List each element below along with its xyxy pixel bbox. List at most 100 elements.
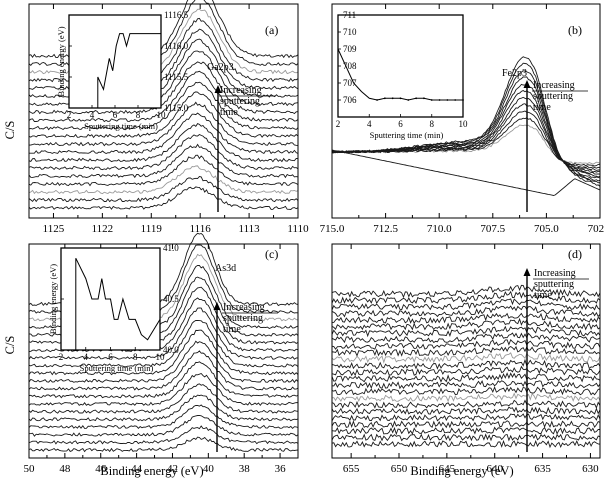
panel-3: 655 650 645 640 635 630 (d) Increasingsputterin… <box>331 243 601 475</box>
plot-frame <box>28 3 299 219</box>
inset-x-tick-label: 2 <box>59 352 64 362</box>
annotation-line: Increasing <box>534 268 576 279</box>
annotation-line: time <box>534 290 552 301</box>
spectrum-line <box>28 350 299 391</box>
spectrum-line <box>28 425 299 445</box>
spectrum-line <box>331 426 601 436</box>
x-tick-label: 655 <box>343 463 360 475</box>
inset-y-tick-label: 706 <box>343 95 357 105</box>
spectrum-line <box>331 345 601 357</box>
x-tick-label: 715.0 <box>320 223 345 235</box>
x-tick-label: 707.5 <box>480 223 505 235</box>
annotation-line: sputtering <box>534 279 574 290</box>
plot-frame <box>28 243 299 459</box>
spectrum-line <box>331 352 601 364</box>
inset-x-tick-label: 8 <box>133 352 138 362</box>
inset-x-tick-label: 10 <box>157 110 167 120</box>
inset-x-tick-label: 4 <box>367 119 372 129</box>
spectrum-line <box>28 176 299 203</box>
inset-y-tick-label: 1115.0 <box>164 103 189 113</box>
x-tick-label: 630 <box>582 463 599 475</box>
spectrum-line <box>28 372 299 407</box>
spectrum-line <box>331 332 601 344</box>
x-tick-label: 712.5 <box>373 223 398 235</box>
sputter-arrow-head <box>214 85 222 93</box>
spectra-group-0 <box>28 0 299 210</box>
spectrum-line <box>331 358 601 370</box>
annotation-line: Increasing <box>220 85 262 96</box>
spectrum-line <box>28 91 299 139</box>
spectrum-line <box>331 290 601 305</box>
spectrum-line <box>331 149 601 196</box>
axes-layer: 1125 1122 1119 1116 1113 1110 (a) Ga2p3 Increasi… <box>24 3 604 475</box>
inset-line <box>75 257 161 350</box>
spectrum-line <box>28 165 299 195</box>
inset-line <box>337 48 463 101</box>
plot-frame <box>331 243 601 459</box>
species-label: Ga2p3 <box>207 62 234 73</box>
x-tick-label: 42 <box>167 463 178 475</box>
inset-y-label: Binding energy (eV) <box>48 264 58 334</box>
spectrum-line <box>331 413 601 422</box>
panel-label: (a) <box>265 23 278 37</box>
spectrum-line <box>28 81 299 131</box>
annotation-line: sputtering <box>220 96 260 107</box>
x-tick-label: 1116 <box>190 223 212 235</box>
spectrum-line <box>28 186 299 210</box>
x-tick-label: 46 <box>95 463 107 475</box>
inset-y-label: Binding energy (eV) <box>56 26 66 96</box>
spectrum-line <box>331 372 601 383</box>
annotation-line: Increasing <box>533 80 575 91</box>
x-tick-label: 650 <box>391 463 408 475</box>
spectrum-line <box>331 420 601 429</box>
y-axis-title-bottom: C/S <box>3 336 17 355</box>
x-tick-label: 44 <box>131 463 143 475</box>
x-tick-label: 640 <box>486 463 503 475</box>
spectrum-line <box>28 123 299 163</box>
inset-point <box>438 99 441 101</box>
spectrum-line <box>28 133 299 171</box>
annotation-line: sputtering <box>533 91 573 102</box>
spectrum-line <box>28 394 299 422</box>
panel-2: 50 48 46 44 42 40 38 36(c)As3dIncreasingsputter… <box>24 243 299 475</box>
spectrum-line <box>28 361 299 399</box>
annotation-line: Increasing <box>223 302 265 313</box>
spectrum-line <box>28 436 299 453</box>
inset-point <box>376 99 378 101</box>
x-tick-label: 710.0 <box>427 223 452 235</box>
species-label: As3d <box>215 263 236 274</box>
panel-label: (c) <box>265 247 278 261</box>
spectrum-line <box>28 154 299 187</box>
inset-point <box>383 97 386 100</box>
x-tick-label: 705.0 <box>534 223 559 235</box>
inset-y-tick-label: 41.0 <box>163 243 179 253</box>
inset-x-tick-label: 4 <box>84 352 89 362</box>
inset-y-tick-label: 709 <box>343 44 357 54</box>
x-tick-label: 48 <box>59 463 71 475</box>
spectrum-line <box>29 112 299 155</box>
x-tick-label: 635 <box>534 463 551 475</box>
spectrum-line <box>331 56 601 187</box>
spectrum-line <box>331 392 601 403</box>
inset-line <box>97 33 161 108</box>
panel-label: (d) <box>568 247 582 261</box>
inset-x-tick-label: 10 <box>156 352 166 362</box>
x-tick-label: 1110 <box>287 223 309 235</box>
x-tick-label: 1125 <box>43 223 65 235</box>
x-tick-label: 1113 <box>238 223 260 235</box>
spectrum-line <box>28 101 299 147</box>
inset-x-tick-label: 8 <box>136 110 141 120</box>
inset-point <box>399 97 402 100</box>
inset-y-tick-label: 40.0 <box>163 345 179 355</box>
sputter-arrow-head <box>523 268 531 276</box>
panel-1: 715.0 712.5 710.0 707.5 705.0 702.5 (b) Fe2p3 In… <box>320 3 604 235</box>
inset-x-tick-label: 4 <box>90 110 95 120</box>
inset-x-tick-label: 6 <box>398 119 403 129</box>
spectrum-line <box>28 340 299 384</box>
inset-point <box>423 97 425 100</box>
x-tick-label: 645 <box>439 463 456 475</box>
inset-point <box>415 97 418 100</box>
inset: 2 4 6 8 10 706 707 708 709 710 711 Sputtering time … <box>336 10 468 140</box>
